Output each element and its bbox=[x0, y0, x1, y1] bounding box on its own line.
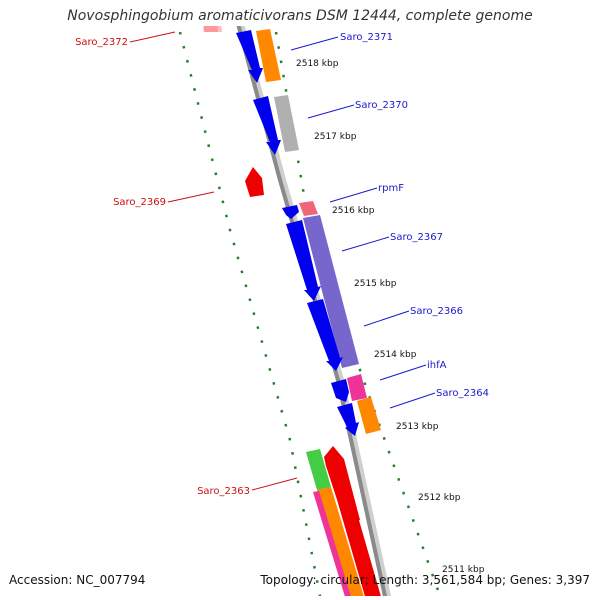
tick-label: 2516 kbp bbox=[332, 206, 375, 216]
gene-arrow-saro-2370[interactable] bbox=[253, 96, 281, 155]
tick-label: 2512 kbp bbox=[418, 493, 461, 503]
gene-label[interactable]: Saro_2369 bbox=[113, 197, 166, 208]
tick-label: 2511 kbp bbox=[442, 565, 485, 575]
leader-line bbox=[379, 364, 427, 381]
cog-block-lower bbox=[313, 491, 351, 596]
tick-label: 2514 kbp bbox=[374, 350, 417, 360]
leader-line bbox=[329, 187, 378, 203]
gene-arrow-saro-2367[interactable] bbox=[286, 220, 321, 301]
gene-arrow-saro-2372[interactable] bbox=[200, 0, 218, 32]
leader-line bbox=[167, 191, 215, 203]
leader-line bbox=[129, 31, 176, 43]
cog-block bbox=[299, 201, 318, 216]
gene-label[interactable]: Saro_2371 bbox=[340, 32, 393, 43]
cog-block-lower bbox=[317, 487, 364, 596]
cog-block bbox=[357, 397, 381, 434]
cog-block bbox=[347, 374, 367, 401]
gene-label[interactable]: Saro_2363 bbox=[197, 486, 250, 497]
leader-line bbox=[307, 104, 355, 119]
gene-arrow-saro-2371[interactable] bbox=[236, 30, 263, 83]
genome-summary-text: Topology: circular; Length: 3,561,584 bp… bbox=[260, 573, 590, 587]
gene-arrow-saro-2366[interactable] bbox=[307, 299, 343, 371]
gene-label[interactable]: Saro_2367 bbox=[390, 232, 443, 243]
tick-label: 2518 kbp bbox=[296, 59, 339, 69]
tick-ring-left bbox=[178, 31, 322, 596]
gene-arrow-ihfa[interactable] bbox=[331, 379, 349, 402]
tick-labels: 2518 kbp 2517 kbp 2516 kbp 2515 kbp 2514 kbp… bbox=[296, 59, 485, 575]
cog-block bbox=[303, 215, 359, 368]
tick-label: 2515 kbp bbox=[354, 279, 397, 289]
gene-arrow-saro-2364[interactable] bbox=[337, 403, 359, 436]
gene-label[interactable]: Saro_2366 bbox=[410, 306, 463, 317]
leader-line bbox=[389, 392, 436, 409]
gene-label[interactable]: Saro_2364 bbox=[436, 388, 489, 399]
gene-arrow-rpmf[interactable] bbox=[282, 205, 299, 219]
leader-line bbox=[251, 477, 298, 491]
leader-line bbox=[363, 310, 410, 327]
genome-backbone bbox=[236, 26, 388, 596]
map-title: Novosphingobium aromaticivorans DSM 1244… bbox=[67, 8, 533, 24]
leader-line bbox=[290, 36, 339, 51]
gene-label[interactable]: Saro_2372 bbox=[75, 37, 128, 48]
tick-label: 2517 kbp bbox=[314, 132, 357, 142]
cog-block bbox=[274, 95, 299, 152]
cog-block bbox=[306, 449, 331, 490]
cog-block bbox=[256, 29, 281, 82]
leader-line bbox=[341, 236, 390, 252]
gene-label[interactable]: Saro_2370 bbox=[355, 100, 408, 111]
gene-label[interactable]: ihfA bbox=[427, 360, 447, 371]
label-leaders bbox=[129, 31, 436, 491]
gene-labels: Saro_2372 Saro_2371 Saro_2370 Saro_2369 rpmF… bbox=[75, 32, 489, 497]
accession-text: Accession: NC_007794 bbox=[9, 573, 146, 587]
tick-label: 2513 kbp bbox=[396, 422, 439, 432]
gene-arrow-saro-2363-lower[interactable] bbox=[336, 486, 382, 600]
gene-arrow-saro-2369[interactable] bbox=[245, 167, 264, 197]
gene-label[interactable]: rpmF bbox=[378, 183, 404, 194]
